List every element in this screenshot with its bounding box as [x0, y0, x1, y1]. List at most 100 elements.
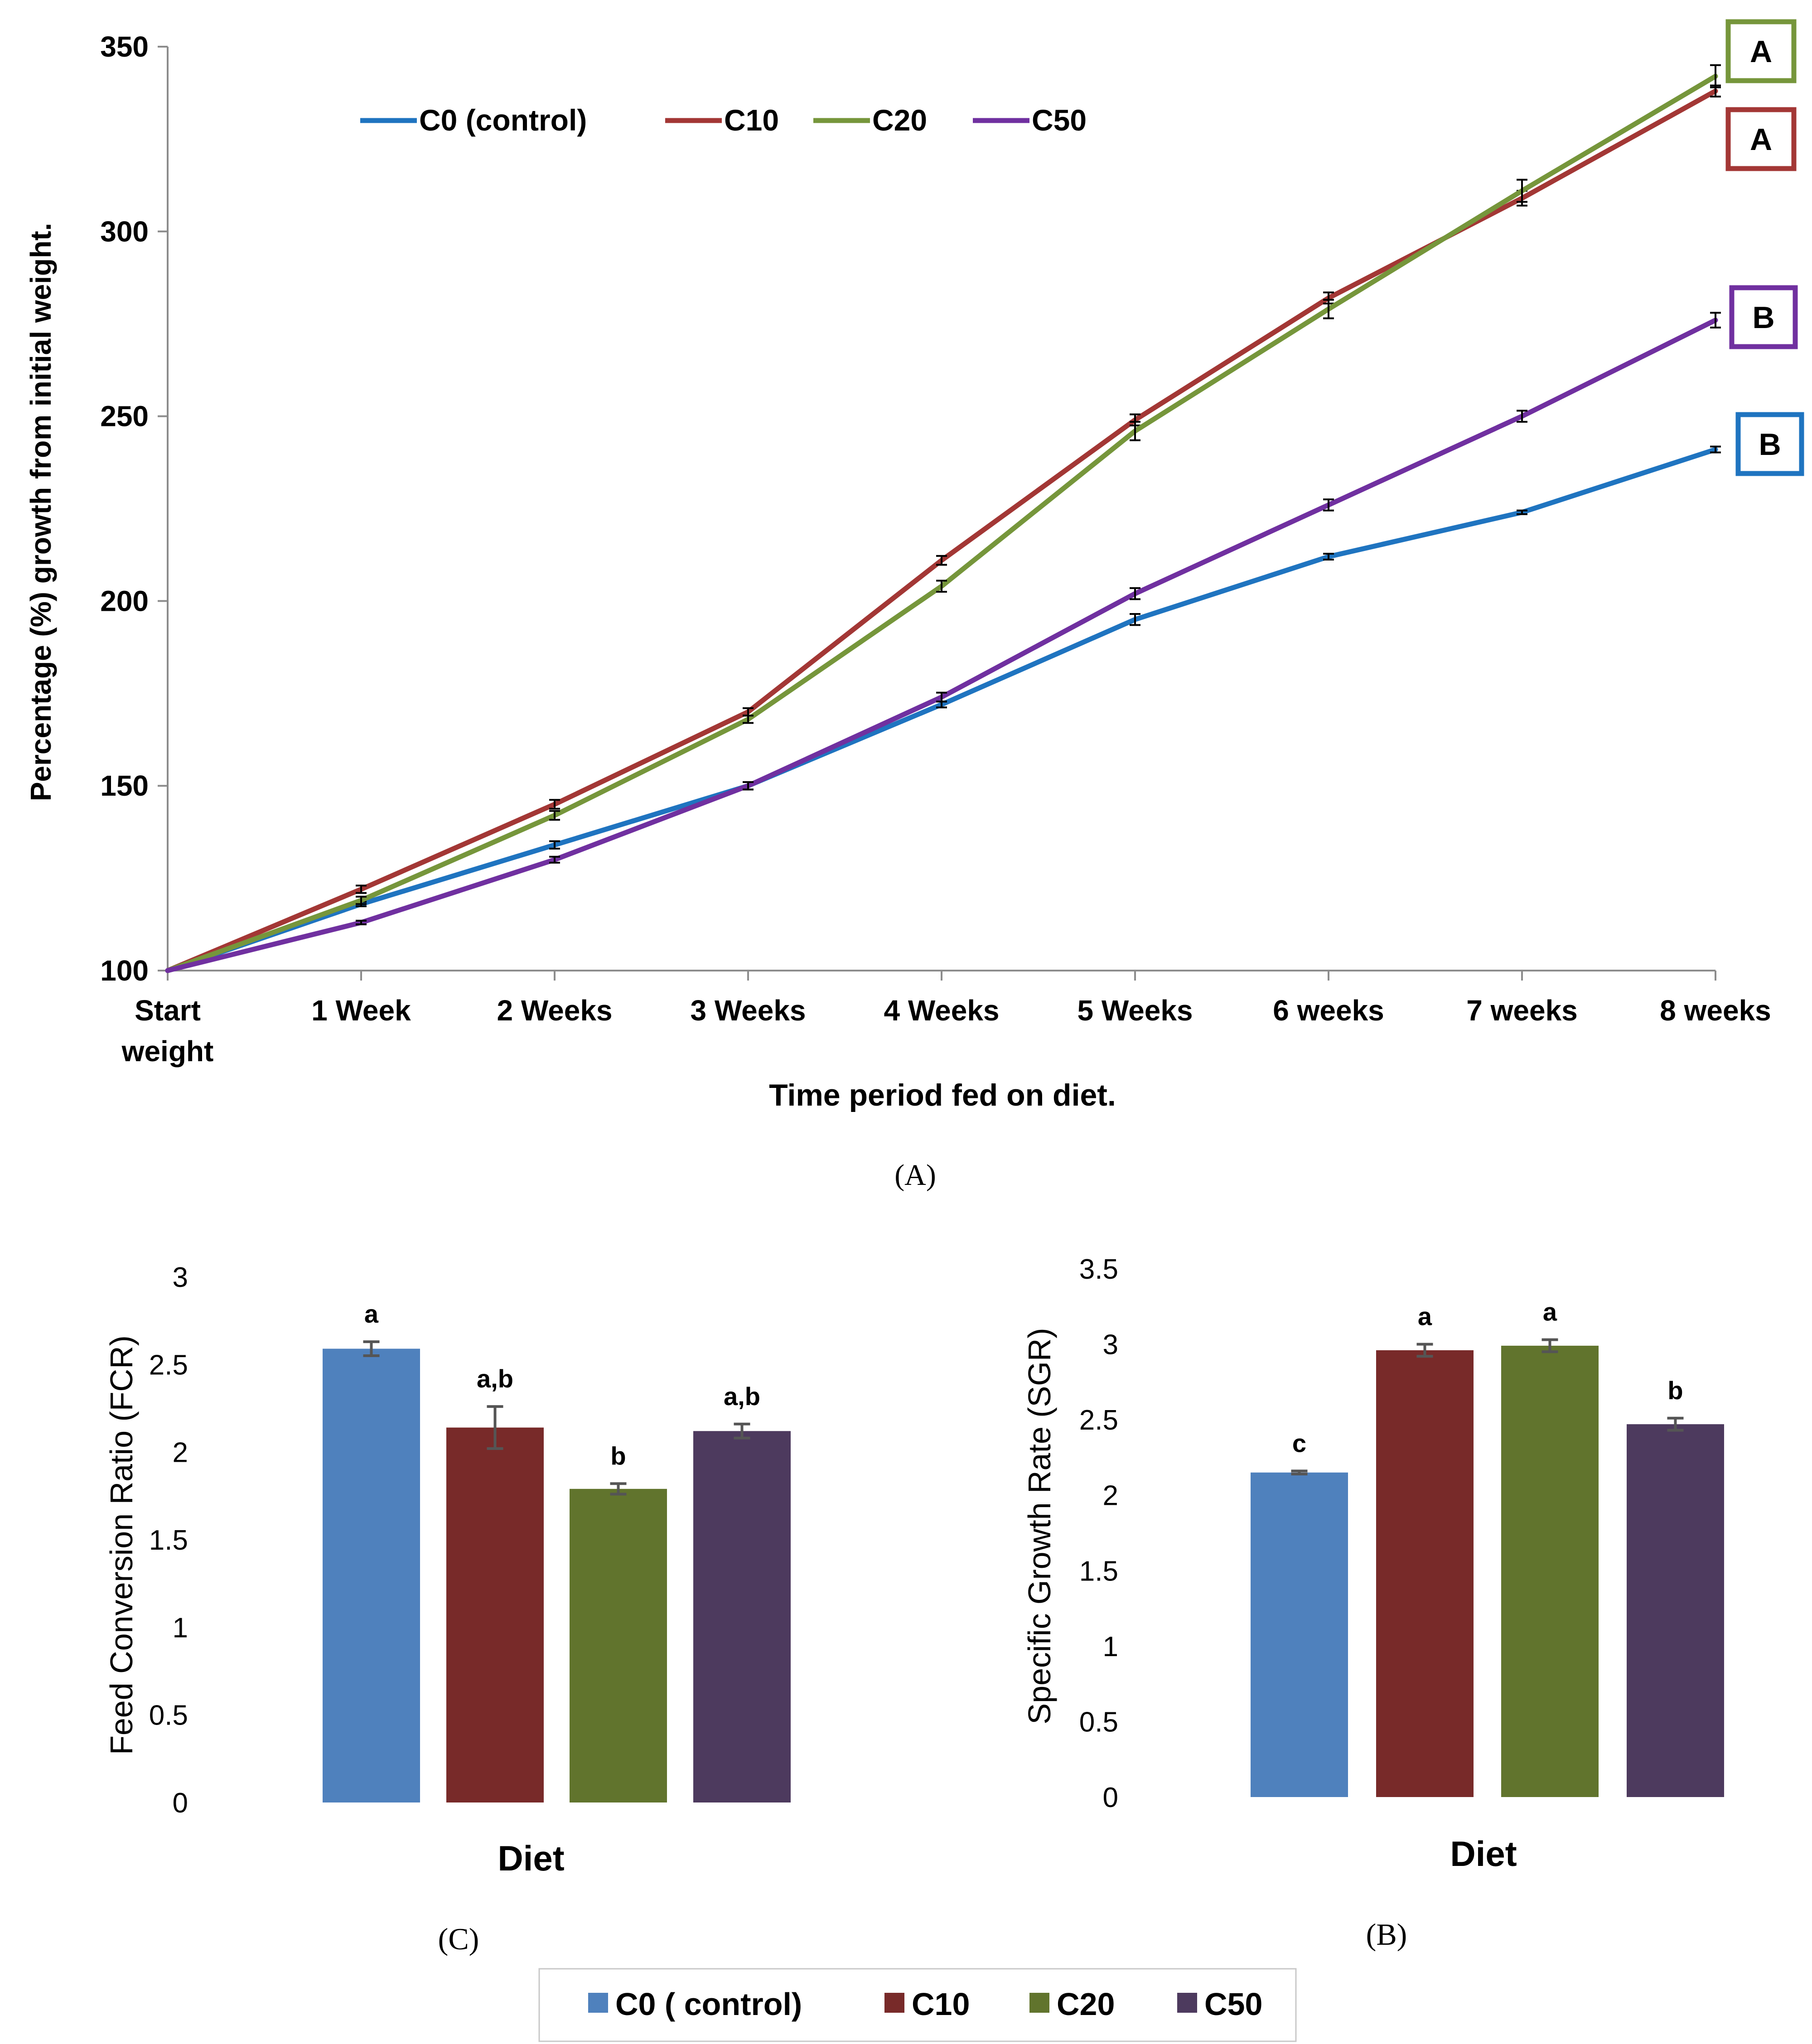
- y-axis-title: Specific Growth Rate (SGR): [1022, 1328, 1057, 1724]
- significance-box: [1725, 19, 1797, 83]
- y-axis-title: Feed Conversion Ratio (FCR): [104, 1335, 139, 1755]
- error-bar: [549, 855, 560, 864]
- y-tick-label: 1: [173, 1612, 188, 1643]
- bar-chart-fcr: 0 0.5 1 1.5 2 2.5 3 a a,b b a,b Feed Conversion R…: [104, 1262, 791, 1956]
- series-c10: [165, 84, 1721, 973]
- panel-label-c: (C): [438, 1922, 479, 1956]
- error-bar: [1710, 312, 1721, 329]
- y-tick-label: 3: [1103, 1329, 1118, 1361]
- bar-group: a,b: [446, 1364, 544, 1802]
- x-tick-label: 8 weeks: [1660, 994, 1771, 1027]
- y-tick-label: 100: [100, 954, 149, 987]
- bar-significance-letter: a: [364, 1300, 379, 1328]
- x-tick-label: 7 weeks: [1466, 994, 1578, 1027]
- x-axis-title: Diet: [1450, 1834, 1517, 1874]
- x-tick-label: 5 Weeks: [1078, 994, 1193, 1027]
- panel-label-b: (B): [1366, 1917, 1407, 1952]
- x-axis-title: Time period fed on diet.: [769, 1078, 1116, 1112]
- legend-item: C10: [884, 1986, 970, 2022]
- y-tick-label: 1: [1103, 1631, 1118, 1662]
- y-tick-label: 200: [100, 585, 149, 617]
- error-bar: [1710, 64, 1721, 88]
- bar: [446, 1427, 544, 1802]
- y-tick-label: 0.5: [149, 1700, 188, 1731]
- legend-swatch: [884, 1993, 904, 2013]
- y-tick-label: 2.5: [149, 1349, 188, 1381]
- error-bar: [610, 1482, 627, 1496]
- y-tick-label: 250: [100, 400, 149, 433]
- legend-swatch: [588, 1993, 608, 2013]
- series-c20: [165, 64, 1721, 973]
- legend-frame: [538, 1968, 1297, 2042]
- y-tick-label: 0.5: [1079, 1706, 1118, 1738]
- error-bar: [1323, 553, 1334, 561]
- bar: [1251, 1472, 1348, 1797]
- bar-significance-letter: a: [1418, 1302, 1432, 1331]
- x-tick-label: 2 Weeks: [497, 994, 613, 1027]
- significance-box: [1725, 107, 1797, 171]
- error-bar: [1710, 445, 1721, 454]
- bar-group: a: [323, 1300, 420, 1802]
- bar-group: a: [1501, 1298, 1599, 1797]
- legend-label: C20: [1057, 1986, 1115, 2022]
- x-tick-label: Start weight: [121, 994, 214, 1068]
- y-tick-label: 2.5: [1079, 1405, 1118, 1436]
- x-axis-title: Diet: [498, 1838, 564, 1878]
- bar-significance-letter: c: [1292, 1429, 1306, 1457]
- legend-item: C20: [1029, 1986, 1115, 2022]
- x-tick-label: 1 Week: [311, 994, 411, 1027]
- significance-box: [1729, 285, 1798, 349]
- bar-group: a,b: [693, 1382, 791, 1802]
- panel-label-a: (A): [894, 1159, 936, 1192]
- bar-significance-letter: b: [1667, 1376, 1683, 1405]
- error-bar: [363, 1340, 380, 1357]
- error-bar: [936, 580, 947, 593]
- legend-label: C20: [872, 103, 927, 137]
- error-bar: [549, 799, 560, 810]
- y-tick-label: 1.5: [149, 1525, 188, 1556]
- significance-letter: B: [1759, 427, 1781, 462]
- significance-letter: B: [1752, 300, 1774, 335]
- x-tick-label: 6 weeks: [1273, 994, 1384, 1027]
- legend-item: C0 (control): [360, 103, 587, 137]
- error-bar: [356, 884, 367, 894]
- error-bar: [1517, 509, 1527, 515]
- legend-item: C0 ( control): [588, 1986, 802, 2022]
- error-bar: [1130, 420, 1140, 441]
- significance-letter: A: [1750, 34, 1772, 69]
- bar: [693, 1431, 791, 1802]
- error-bar: [356, 895, 367, 905]
- y-tick-label: 3: [173, 1262, 188, 1293]
- error-bar: [1541, 1338, 1558, 1353]
- bar-chart-sgr: 0 0.5 1 1.5 2 2.5 3 3.5 c a a b Specific Growth Ra…: [1022, 1254, 1724, 1952]
- y-tick-label: 0: [1103, 1782, 1118, 1813]
- bar-group: a: [1376, 1302, 1474, 1797]
- bar-group: b: [570, 1441, 667, 1802]
- error-bar: [1130, 613, 1140, 626]
- bar-significance-letter: b: [610, 1441, 626, 1470]
- bar: [1376, 1350, 1474, 1797]
- error-bar: [1517, 410, 1527, 423]
- error-bar: [1291, 1469, 1308, 1476]
- significance-box: [1735, 412, 1804, 476]
- legend-swatch: [1029, 1993, 1049, 2013]
- y-tick-label: 3.5: [1079, 1254, 1118, 1285]
- legend-label: C50: [1204, 1986, 1262, 2022]
- bar: [1501, 1345, 1599, 1797]
- series-c0: [165, 445, 1721, 973]
- y-tick-label: 1.5: [1079, 1556, 1118, 1587]
- y-axis-title: Percentage (%) growth from initial weigh…: [24, 223, 57, 802]
- bar: [570, 1488, 667, 1802]
- line-chart-growth: 100 150 200 250 300 350 Start weight 1 Week 2 We…: [24, 19, 1804, 1192]
- error-bar: [356, 919, 367, 926]
- series-c50: [165, 312, 1721, 973]
- y-tick-label: 150: [100, 769, 149, 802]
- legend-item: C50: [973, 103, 1087, 137]
- error-bar: [1667, 1416, 1684, 1432]
- bar-group: c: [1251, 1429, 1348, 1797]
- bar: [1627, 1424, 1724, 1797]
- bar-significance-letter: a,b: [724, 1382, 760, 1411]
- legend-label: C0 ( control): [615, 1986, 802, 2022]
- series-line: [165, 88, 1718, 973]
- error-bar: [549, 840, 560, 850]
